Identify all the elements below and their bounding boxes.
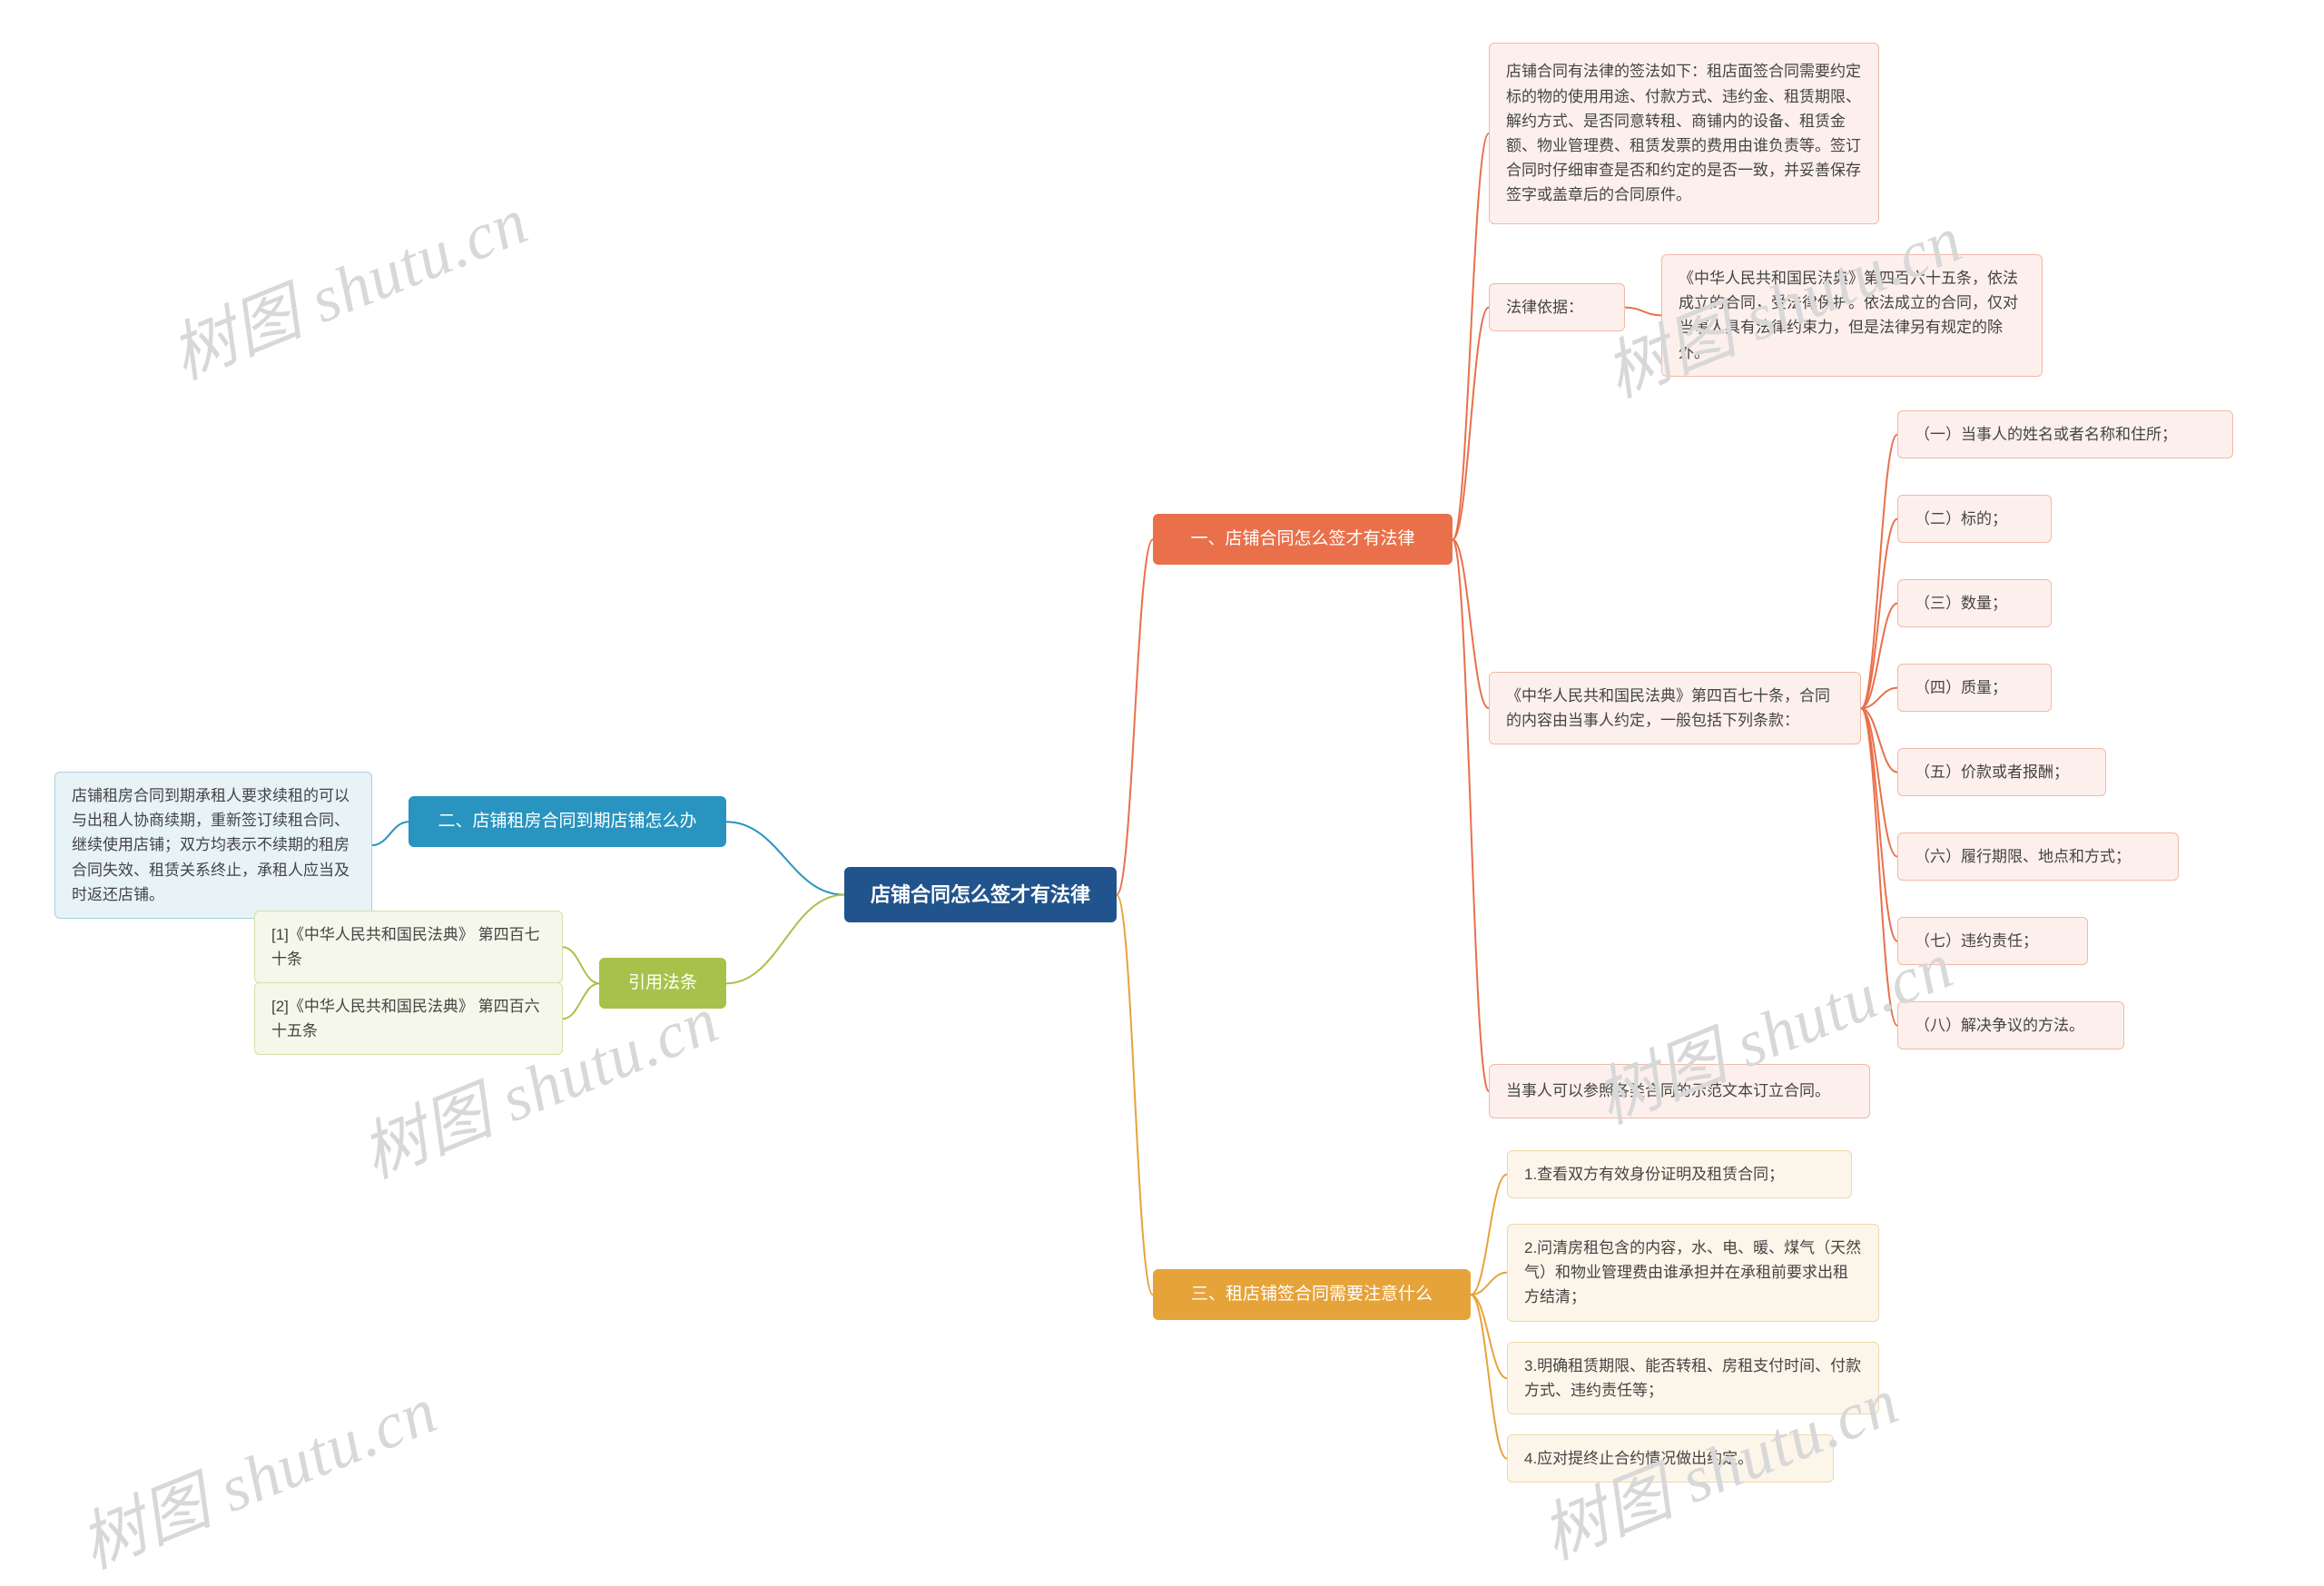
connector	[1861, 708, 1897, 941]
connector	[1117, 539, 1153, 894]
node-b4[interactable]: 引用法条	[599, 958, 726, 1009]
node-b1b1[interactable]: 《中华人民共和国民法典》第四百六十五条，依法成立的合同，受法律保护。依法成立的合…	[1661, 254, 2043, 377]
connector	[1471, 1175, 1507, 1295]
connector	[1861, 708, 1897, 772]
node-b1c[interactable]: 《中华人民共和国民法典》第四百七十条，合同的内容由当事人约定，一般包括下列条款：	[1489, 672, 1861, 744]
connector	[1452, 133, 1489, 539]
connector	[372, 822, 409, 845]
node-b1c7[interactable]: （七）违约责任；	[1897, 917, 2088, 965]
node-b1c2[interactable]: （二）标的；	[1897, 495, 2052, 543]
connector	[726, 895, 844, 984]
connector	[1861, 604, 1897, 709]
node-b2[interactable]: 二、店铺租房合同到期店铺怎么办	[409, 796, 726, 847]
node-b1c5[interactable]: （五）价款或者报酬；	[1897, 748, 2106, 796]
node-b1a[interactable]: 店铺合同有法律的签法如下：租店面签合同需要约定标的物的使用用途、付款方式、违约金…	[1489, 43, 1879, 224]
watermark: 树图 shutu.cn	[64, 1357, 448, 1586]
connector	[1861, 435, 1897, 709]
node-b1[interactable]: 一、店铺合同怎么签才有法律	[1153, 514, 1452, 565]
node-b1d[interactable]: 当事人可以参照各类合同的示范文本订立合同。	[1489, 1064, 1870, 1118]
connector	[1117, 895, 1153, 1295]
connector	[1452, 539, 1489, 1091]
node-b3a[interactable]: 1.查看双方有效身份证明及租赁合同；	[1507, 1150, 1852, 1198]
connector	[1471, 1295, 1507, 1378]
node-b2a[interactable]: 店铺租房合同到期承租人要求续租的可以与出租人协商续期，重新签订续租合同、继续使用…	[54, 772, 372, 919]
connector	[1861, 519, 1897, 709]
connector	[1861, 708, 1897, 856]
node-b1b[interactable]: 法律依据：	[1489, 283, 1625, 331]
node-root[interactable]: 店铺合同怎么签才有法律	[844, 867, 1117, 922]
connector	[1471, 1273, 1507, 1295]
node-b4b[interactable]: [2]《中华人民共和国民法典》 第四百六十五条	[254, 982, 563, 1055]
node-b1c8[interactable]: （八）解决争议的方法。	[1897, 1001, 2124, 1049]
node-b1c1[interactable]: （一）当事人的姓名或者名称和住所；	[1897, 410, 2233, 458]
node-b3b[interactable]: 2.问清房租包含的内容，水、电、暖、煤气（天然气）和物业管理费由谁承担并在承租前…	[1507, 1224, 1879, 1322]
connector	[1861, 708, 1897, 1025]
node-b1c6[interactable]: （六）履行期限、地点和方式；	[1897, 832, 2179, 881]
connector	[1471, 1295, 1507, 1458]
connector	[1625, 308, 1661, 316]
connector	[1452, 308, 1489, 540]
node-b3[interactable]: 三、租店铺签合同需要注意什么	[1153, 1269, 1471, 1320]
node-b4a[interactable]: [1]《中华人民共和国民法典》 第四百七十条	[254, 911, 563, 983]
node-b1c4[interactable]: （四）质量；	[1897, 664, 2052, 712]
connector	[726, 822, 844, 894]
node-b3d[interactable]: 4.应对提终止合约情况做出约定。	[1507, 1434, 1834, 1483]
node-b3c[interactable]: 3.明确租赁期限、能否转租、房租支付时间、付款方式、违约责任等；	[1507, 1342, 1879, 1414]
connector	[1452, 539, 1489, 708]
connector	[563, 947, 599, 983]
node-b1c3[interactable]: （三）数量；	[1897, 579, 2052, 627]
connector	[563, 983, 599, 1019]
watermark: 树图 shutu.cn	[154, 168, 539, 398]
connector	[1861, 688, 1897, 709]
